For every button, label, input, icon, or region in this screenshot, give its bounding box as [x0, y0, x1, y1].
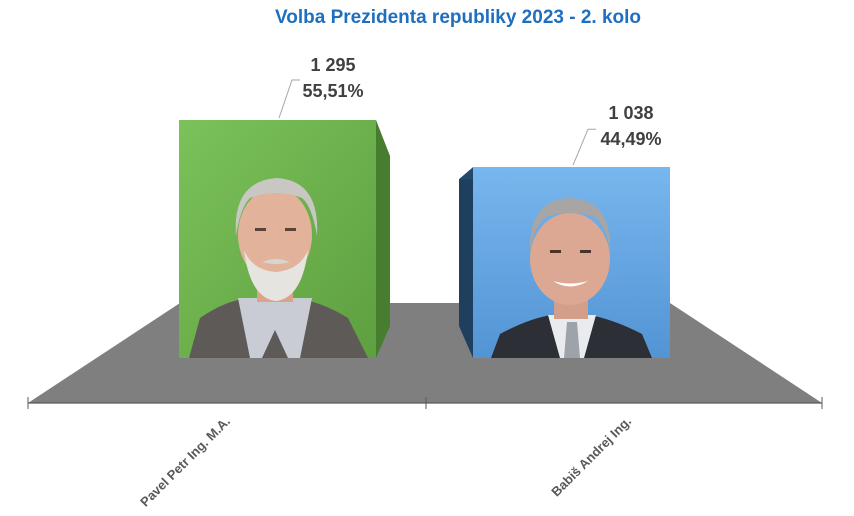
leader-line-babis	[572, 128, 596, 166]
bar-pavel	[179, 120, 390, 358]
bar-babis	[459, 167, 670, 358]
data-label-value: 1 295	[310, 55, 355, 75]
portrait-babis-icon	[491, 198, 652, 358]
data-label-percent: 55,51%	[302, 81, 363, 101]
bar-pavel-side	[376, 120, 390, 358]
leader-line-pavel	[278, 79, 300, 119]
x-tick-label: Pavel Petr Ing. M.A.	[137, 414, 233, 510]
portrait-pavel-icon	[189, 178, 368, 358]
data-label-value: 1 038	[608, 103, 653, 123]
chart-floor	[28, 303, 822, 403]
chart-title: Volba Prezidenta republiky 2023 - 2. kol…	[275, 7, 641, 28]
x-tick-label: Babiš Andrej Ing.	[548, 414, 634, 500]
bar-babis-side	[459, 167, 473, 358]
data-label-percent: 44,49%	[600, 129, 661, 149]
